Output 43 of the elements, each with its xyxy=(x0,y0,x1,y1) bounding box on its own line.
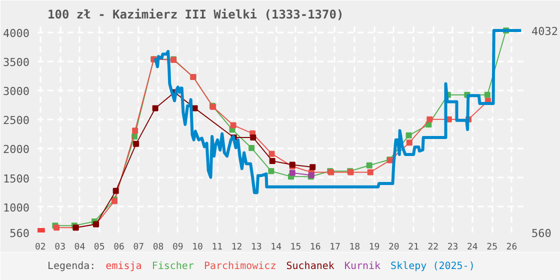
text: Kurnik xyxy=(344,261,381,272)
text: Sklepy (2025-) xyxy=(390,261,475,272)
x-tick-label: 08 xyxy=(152,242,164,252)
x-tick-label: 19 xyxy=(368,242,380,252)
x-tick-label: 09 xyxy=(172,242,184,252)
y-tick-label: 1500 xyxy=(3,172,30,186)
x-tick-label: 18 xyxy=(349,242,360,252)
y2-tick-label: 560 xyxy=(532,227,552,240)
x-tick-label: 02 xyxy=(35,242,46,252)
y-tick-label: 3500 xyxy=(3,56,30,69)
x-tick-label: 03 xyxy=(54,242,66,252)
legend-title: Legenda: xyxy=(48,261,96,272)
x-tick-label: 16 xyxy=(310,242,321,252)
x-tick-label: 15 xyxy=(290,242,302,252)
x-tick-label: 25 xyxy=(486,242,498,252)
x-tick-label: 13 xyxy=(251,242,262,252)
x-tick-label: 21 xyxy=(408,242,419,252)
y-tick-label: 1000 xyxy=(3,201,30,214)
x-tick-label: 05 xyxy=(94,242,105,252)
y2-tick-label: 4032 xyxy=(532,24,558,38)
x-tick-label: 23 xyxy=(447,242,458,252)
y-tick-label: 2000 xyxy=(3,143,30,156)
x-tick-label: 12 xyxy=(231,242,242,252)
text: Parchimowicz xyxy=(204,261,276,272)
text: Suchanek xyxy=(286,261,334,272)
x-tick-label: 20 xyxy=(388,242,400,252)
text: Fischer xyxy=(152,261,194,272)
chart-title: 100 zł - Kazimierz III Wielki (1333-1370) xyxy=(48,8,344,22)
text: emisja xyxy=(106,261,142,272)
x-tick-label: 22 xyxy=(428,242,439,252)
x-tick-label: 04 xyxy=(74,242,86,252)
y-tick-label: 2500 xyxy=(3,114,30,128)
y-tick-label: 3000 xyxy=(3,85,30,98)
x-tick-label: 07 xyxy=(133,242,144,252)
x-tick-label: 26 xyxy=(506,242,518,252)
x-tick-label: 06 xyxy=(114,242,124,252)
x-tick-label: 17 xyxy=(330,242,340,252)
x-tick-label: 11 xyxy=(212,242,223,252)
x-tick-label: 24 xyxy=(467,242,478,252)
y-tick-label: 560 xyxy=(10,227,30,240)
x-tick-label: 10 xyxy=(192,242,203,252)
y-tick-label: 4000 xyxy=(3,26,30,40)
x-tick-label: 14 xyxy=(270,242,282,252)
